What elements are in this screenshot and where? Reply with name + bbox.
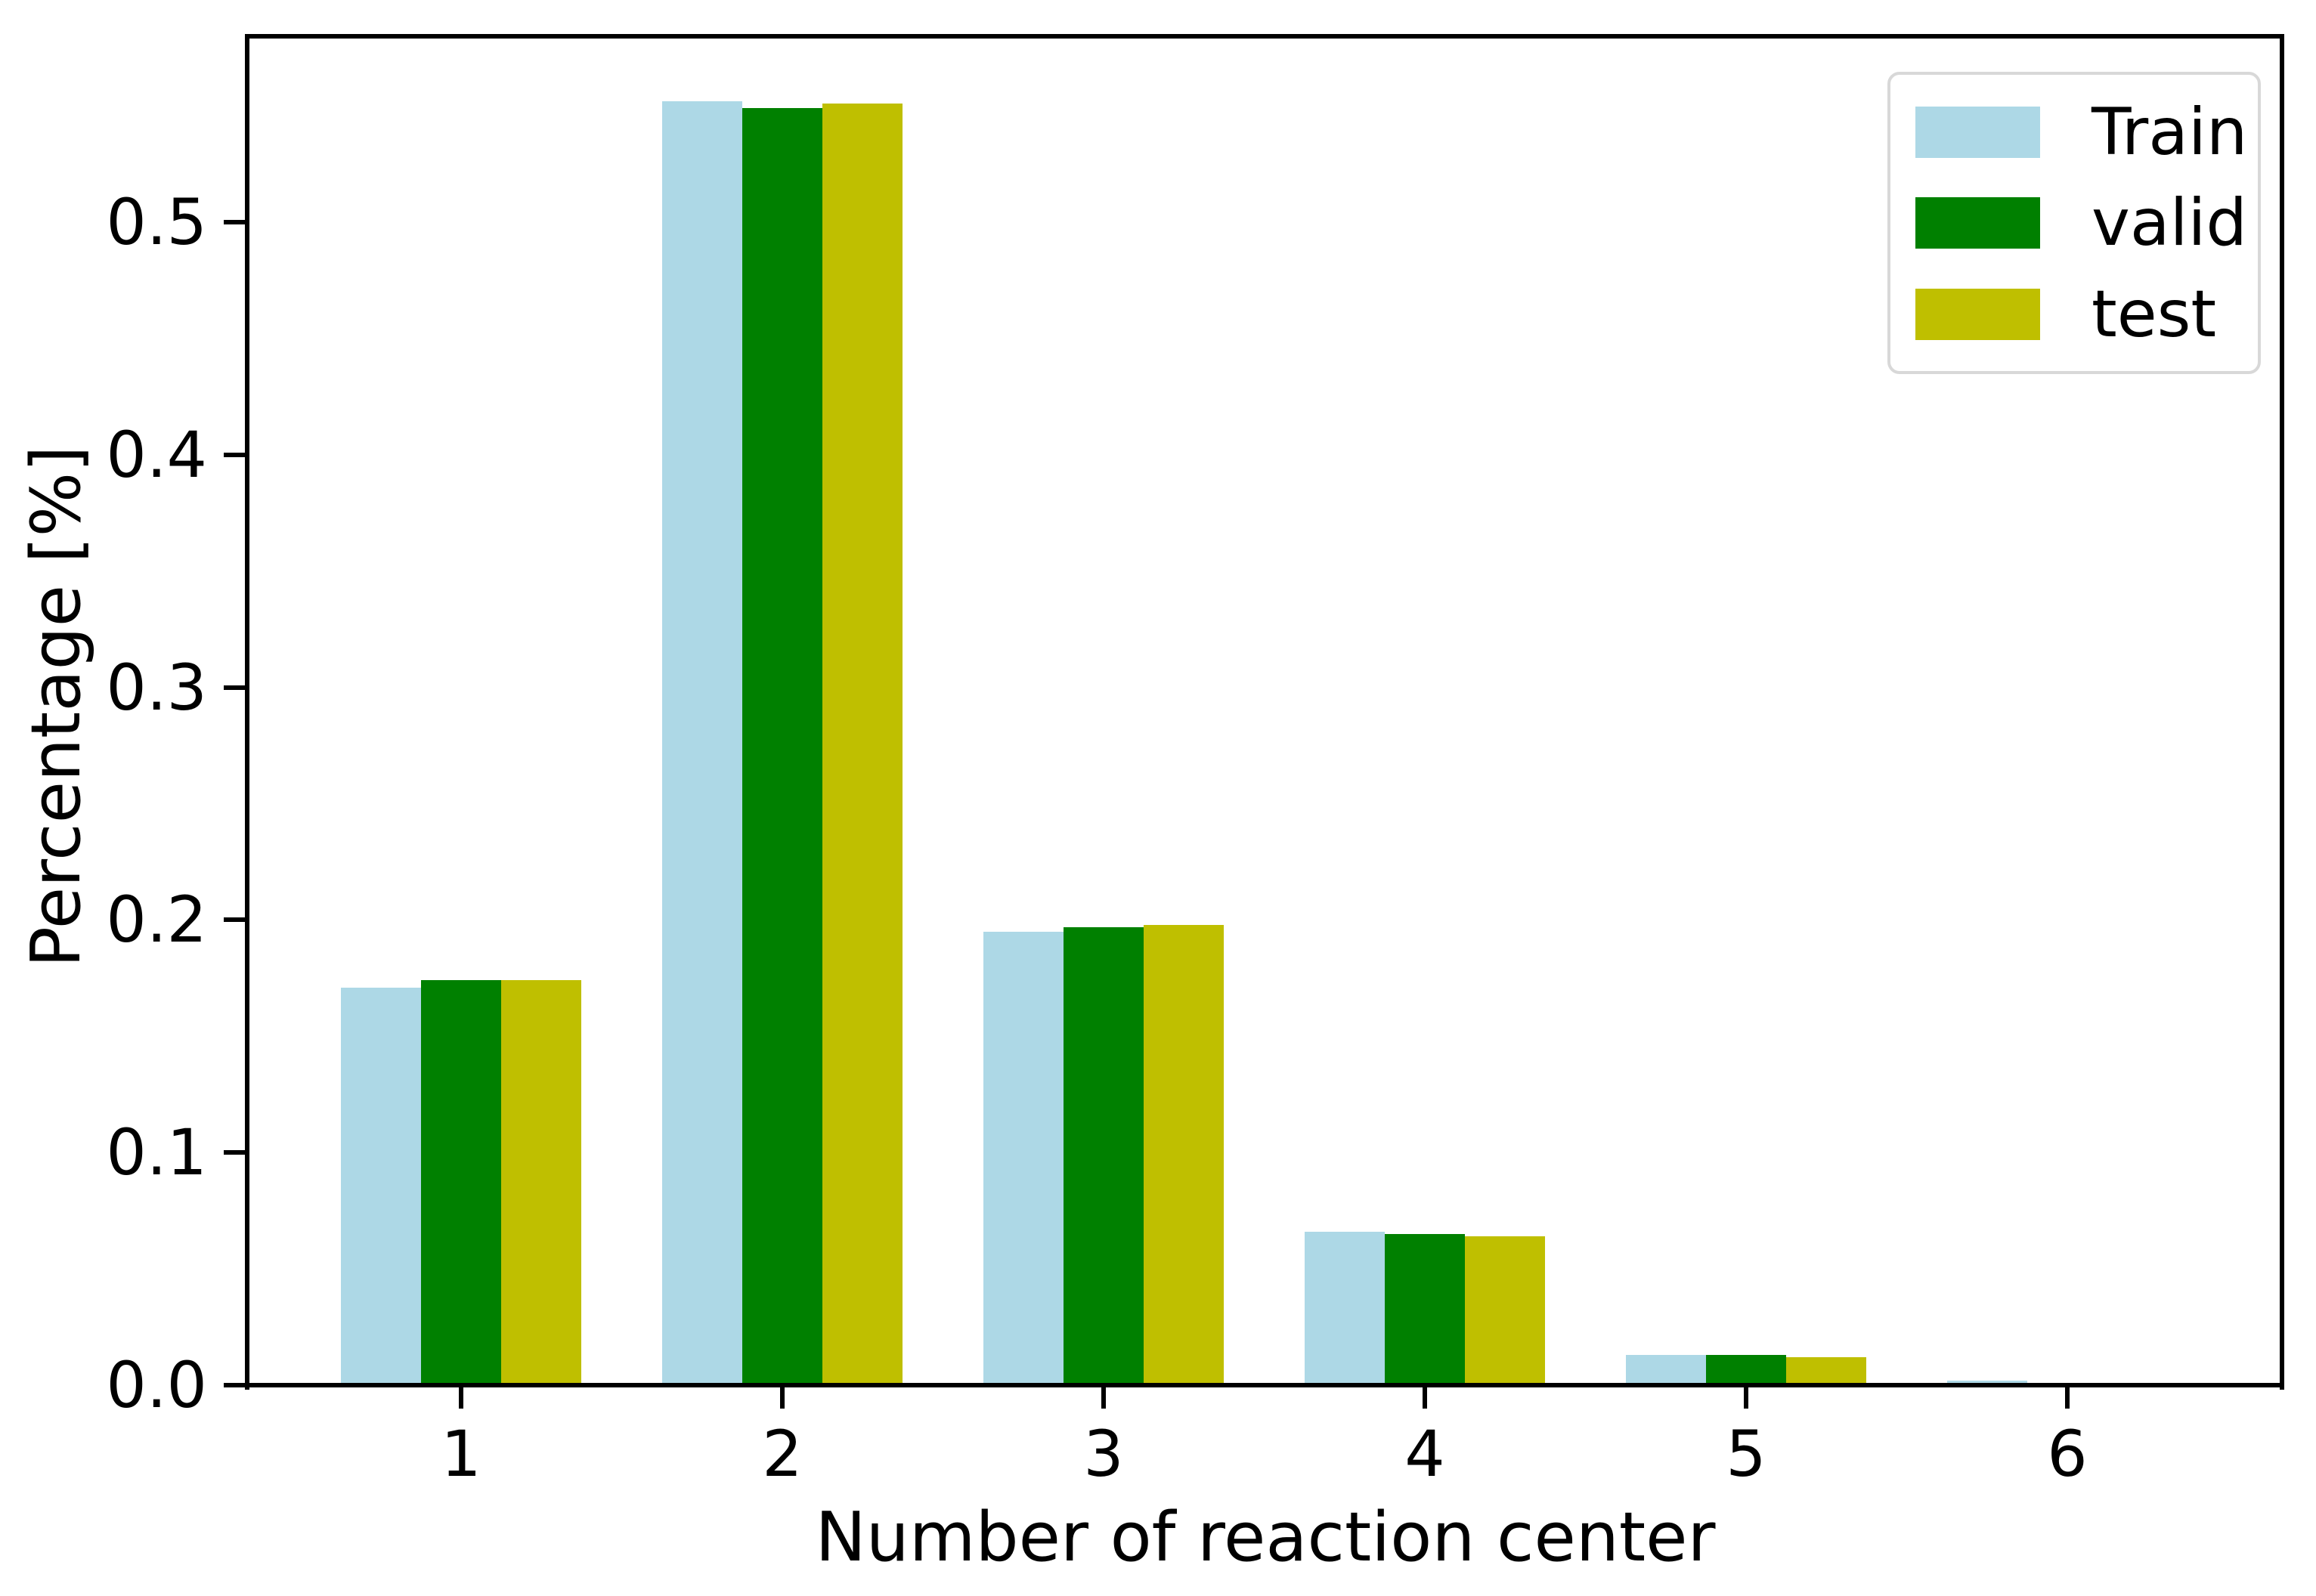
legend-item-valid: valid [1890,189,2258,257]
y-tick-mark [224,453,245,457]
legend-item-test: test [1890,280,2258,348]
legend: Train valid test [1887,72,2261,374]
y-axis-label: Percentage [%] [17,445,96,968]
y-tick-label: 0.1 [106,1115,207,1189]
x-tick-label: 5 [1726,1417,1766,1491]
bar-test-3 [1144,925,1224,1385]
x-tick-label: 3 [1083,1417,1124,1491]
bar-test-5 [1786,1357,1866,1385]
x-tick-mark [1744,1387,1748,1409]
x-tick-label: 4 [1404,1417,1445,1491]
y-tick-mark [224,1150,245,1155]
x-tick-mark [1423,1387,1427,1409]
x-tick-label: 2 [762,1417,803,1491]
bar-train-5 [1626,1355,1706,1385]
y-tick-mark [224,685,245,690]
y-tick-mark [224,220,245,224]
bar-test-2 [822,104,903,1385]
bar-test-4 [1465,1236,1545,1385]
bar-test-1 [501,980,581,1385]
y-tick-label: 0.0 [106,1348,207,1422]
x-axis-label: Number of reaction center [815,1498,1716,1577]
legend-swatch-train [1915,106,2040,158]
axis-spine-bottom [245,1383,2284,1387]
y-tick-mark [224,917,245,922]
x-tick-mark [459,1387,463,1409]
legend-label: valid [2092,185,2247,261]
x-tick-mark [1101,1387,1106,1409]
legend-label: Train [2092,94,2248,170]
axis-spine-top [245,34,2284,39]
bar-train-4 [1305,1232,1385,1385]
y-tick-label: 0.3 [106,651,207,725]
y-tick-label: 0.2 [106,883,207,957]
legend-swatch-valid [1915,197,2040,249]
bar-valid-2 [742,108,822,1385]
axis-spine-right [2280,34,2284,1390]
legend-item-train: Train [1890,98,2258,166]
bar-valid-3 [1064,927,1144,1385]
y-tick-label: 0.5 [106,185,207,259]
y-tick-label: 0.4 [106,418,207,492]
axis-spine-left [245,34,249,1390]
bar-train-2 [662,101,742,1385]
x-tick-mark [780,1387,785,1409]
bar-train-3 [983,932,1064,1385]
bar-valid-4 [1385,1234,1465,1385]
bar-train-1 [341,988,421,1385]
x-tick-label: 6 [2047,1417,2088,1491]
bar-valid-1 [421,980,501,1385]
legend-label: test [2092,276,2217,352]
legend-swatch-test [1915,288,2040,340]
bar-valid-5 [1706,1355,1786,1385]
y-tick-mark [224,1383,245,1387]
x-tick-label: 1 [441,1417,481,1491]
x-tick-mark [2065,1387,2070,1409]
